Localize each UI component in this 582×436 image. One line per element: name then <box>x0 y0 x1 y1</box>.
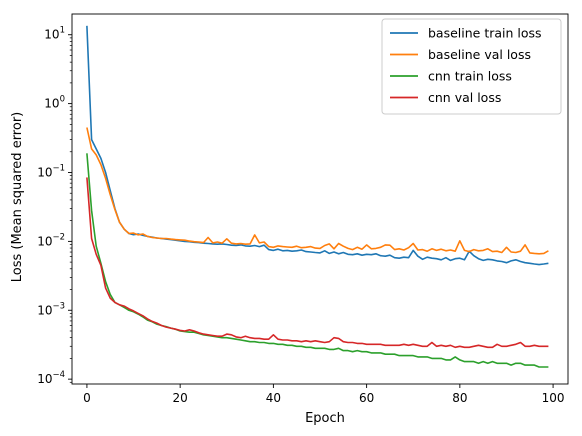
legend-label: cnn val loss <box>428 90 501 105</box>
x-tick-label: 60 <box>359 391 374 405</box>
legend-label: baseline train loss <box>428 26 542 41</box>
series-line-4 <box>86 177 549 349</box>
y-axis-label: Loss (Mean squared error) <box>10 112 25 283</box>
legend-label: cnn train loss <box>428 69 512 84</box>
y-tick-label: 100 <box>44 95 65 111</box>
legend-label: baseline val loss <box>428 47 531 62</box>
y-tick-label: 10−2 <box>37 232 65 248</box>
series-line-2 <box>86 127 549 255</box>
x-tick-label: 40 <box>266 391 281 405</box>
y-tick-label: 10−1 <box>37 163 65 179</box>
axes-layer: 0 20 40 60 80 100 10−4 10−3 10−2 10−1 100 101 <box>37 13 569 405</box>
y-tick-label: 10−4 <box>37 370 65 386</box>
x-axis-label: Epoch <box>305 411 345 426</box>
legend-box <box>381 18 562 115</box>
x-tick-label: 0 <box>83 391 91 405</box>
plot-frame <box>71 13 569 385</box>
series-layer <box>86 25 549 368</box>
x-tick-label: 100 <box>542 391 565 405</box>
legend: baseline train loss baseline val loss cnn … <box>381 18 562 115</box>
x-tick-label: 80 <box>452 391 467 405</box>
y-tick-label: 10−3 <box>37 301 65 317</box>
y-tick-label: 101 <box>44 26 65 42</box>
x-tick-label: 20 <box>173 391 188 405</box>
